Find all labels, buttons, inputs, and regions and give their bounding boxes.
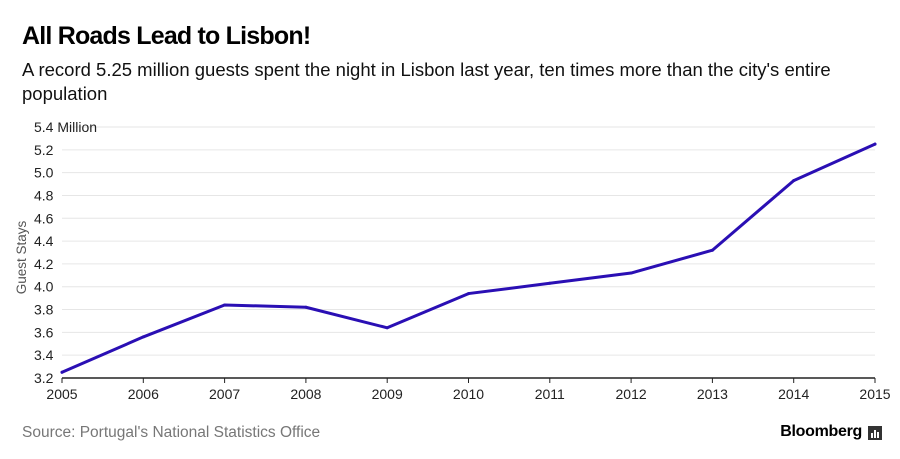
y-axis: 3.2 3.4 3.6 3.8 4.0 4.2 4.4 4.6 4.8 5.0 5.2 5.4 Mil… bbox=[34, 119, 97, 386]
y-tick-label: 3.6 bbox=[34, 324, 54, 340]
y-tick-label: 4.4 bbox=[34, 233, 54, 249]
x-tick-label: 2009 bbox=[372, 386, 403, 402]
x-tick-label: 2008 bbox=[290, 386, 321, 402]
bloomberg-logo: Bloomberg bbox=[780, 423, 862, 440]
x-tick-label: 2012 bbox=[616, 386, 647, 402]
x-axis: 2005 2006 2007 2008 2009 2010 2011 2012 2013 2014… bbox=[46, 378, 891, 402]
y-tick-label: 4.2 bbox=[34, 256, 54, 272]
y-tick-label: 3.4 bbox=[34, 347, 54, 363]
series-layer bbox=[60, 142, 877, 374]
y-axis-label: Guest Stays bbox=[14, 220, 29, 294]
y-tick-label: 4.8 bbox=[34, 187, 54, 203]
bar-chart-icon bbox=[868, 426, 882, 440]
x-tick-label: 2011 bbox=[535, 386, 565, 402]
x-tick-label: 2013 bbox=[697, 386, 728, 402]
series-line bbox=[60, 142, 877, 374]
y-tick-label: 3.8 bbox=[34, 302, 54, 318]
y-tick-label: 4.6 bbox=[34, 210, 54, 226]
grid-lines bbox=[62, 126, 875, 379]
x-tick-label: 2015 bbox=[859, 386, 890, 402]
data-point bbox=[873, 142, 877, 146]
data-point bbox=[141, 335, 145, 339]
data-point bbox=[548, 281, 552, 285]
source-note: Source: Portugal's National Statistics O… bbox=[22, 424, 321, 441]
y-tick-label: 3.2 bbox=[34, 370, 54, 386]
x-tick-label: 2010 bbox=[453, 386, 484, 402]
data-point bbox=[304, 305, 308, 309]
data-point bbox=[385, 326, 389, 330]
x-tick-label: 2014 bbox=[778, 386, 809, 402]
x-tick-label: 2007 bbox=[209, 386, 240, 402]
y-tick-label: 5.2 bbox=[34, 142, 54, 158]
y-tick-label: 5.0 bbox=[34, 165, 54, 181]
data-point bbox=[792, 179, 796, 183]
data-point bbox=[710, 248, 714, 252]
y-tick-label: 4.0 bbox=[34, 279, 54, 295]
chart-subtitle: A record 5.25 million guests spent the n… bbox=[22, 59, 831, 104]
x-tick-label: 2005 bbox=[46, 386, 77, 402]
data-point bbox=[467, 292, 470, 296]
x-tick-label: 2006 bbox=[128, 386, 159, 402]
data-point bbox=[60, 370, 64, 374]
y-tick-label: 5.4 Million bbox=[34, 119, 97, 135]
chart-title: All Roads Lead to Lisbon! bbox=[22, 22, 311, 50]
data-point bbox=[223, 303, 227, 307]
data-point bbox=[629, 271, 633, 275]
